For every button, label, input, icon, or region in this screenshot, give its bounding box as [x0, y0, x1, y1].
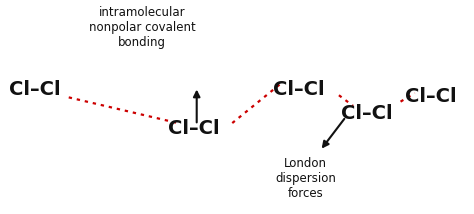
Text: Cl–Cl: Cl–Cl — [168, 119, 220, 138]
Text: intramolecular
nonpolar covalent
bonding: intramolecular nonpolar covalent bonding — [89, 6, 196, 49]
Text: Cl–Cl: Cl–Cl — [405, 87, 457, 106]
Text: London
dispersion
forces: London dispersion forces — [275, 157, 336, 200]
Text: Cl–Cl: Cl–Cl — [273, 80, 324, 99]
Text: Cl–Cl: Cl–Cl — [9, 80, 61, 99]
Text: Cl–Cl: Cl–Cl — [341, 104, 393, 123]
